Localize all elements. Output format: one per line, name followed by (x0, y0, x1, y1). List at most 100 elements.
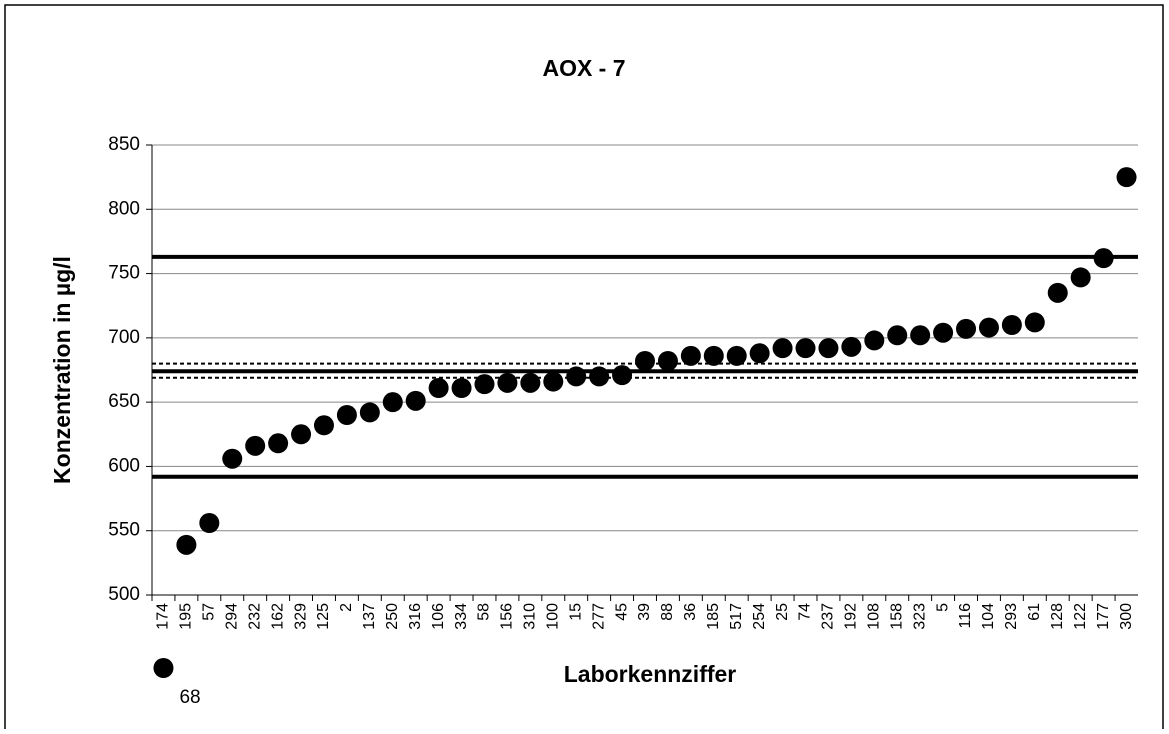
x-tick-label: 192 (843, 603, 860, 630)
x-tick-label: 174 (155, 603, 172, 630)
point (336, 405, 357, 425)
x-tick-label: 294 (223, 603, 240, 630)
point (313, 415, 334, 436)
x-tick-label: 323 (911, 603, 928, 630)
x-tick-label: 254 (751, 603, 768, 630)
x-tick-label: 74 (797, 603, 814, 621)
y-tick-label: 500 (108, 584, 140, 605)
point (910, 325, 931, 346)
x-tick-label: 293 (1003, 603, 1020, 630)
point (635, 351, 655, 371)
point (268, 433, 289, 454)
point (795, 338, 816, 359)
x-tick-label: 106 (430, 603, 447, 630)
x-tick-label: 250 (384, 603, 401, 630)
point (474, 374, 495, 395)
x-tick-label: 125 (315, 603, 332, 630)
point (1070, 267, 1091, 288)
point (1024, 312, 1045, 333)
x-tick-label: 2 (338, 603, 355, 612)
x-tick-label: 316 (407, 603, 424, 630)
x-tick-label: 185 (705, 603, 722, 630)
point (726, 345, 747, 366)
x-tick-label: 334 (453, 603, 470, 630)
y-tick-label: 750 (108, 263, 140, 284)
point (497, 372, 518, 393)
x-tick-label: 57 (201, 603, 218, 621)
point (245, 435, 266, 456)
x-tick-label: 108 (866, 603, 883, 630)
point (543, 371, 564, 392)
point (405, 390, 426, 411)
point (864, 330, 885, 351)
y-tick-label: 850 (108, 134, 140, 155)
point (176, 534, 197, 555)
x-tick-label: 329 (292, 603, 309, 630)
chart-title: AOX - 7 (542, 55, 625, 81)
y-tick-label: 550 (108, 520, 140, 541)
point (1047, 282, 1068, 303)
point (566, 366, 587, 387)
point (887, 325, 908, 346)
point (291, 424, 312, 445)
point (1116, 167, 1137, 188)
point (222, 448, 243, 469)
point (657, 351, 678, 371)
point (199, 513, 220, 533)
point (428, 378, 449, 398)
y-tick-label: 650 (108, 391, 140, 412)
y-axis-label: Konzentration in µg/l (49, 256, 75, 484)
x-tick-label: 300 (1118, 603, 1135, 630)
x-tick-label: 5 (934, 603, 951, 612)
x-tick-label: 25 (774, 603, 791, 621)
point (1001, 315, 1022, 335)
x-tick-label: 88 (659, 603, 676, 621)
x-tick-label: 61 (1026, 603, 1043, 621)
point (978, 317, 999, 338)
x-tick-label: 122 (1072, 603, 1089, 630)
point (451, 378, 472, 398)
point (382, 392, 403, 413)
point (956, 318, 977, 339)
x-tick-label: 104 (980, 603, 997, 630)
out-of-range-point (153, 658, 174, 678)
x-tick-label: 45 (613, 603, 630, 621)
y-tick-label: 700 (108, 327, 140, 348)
point (841, 336, 862, 357)
point (749, 343, 770, 364)
x-tick-label: 128 (1049, 603, 1066, 630)
x-tick-label: 100 (544, 603, 561, 630)
point (933, 322, 954, 343)
x-tick-label: 156 (499, 603, 516, 630)
y-tick-label: 600 (108, 455, 140, 476)
x-tick-label: 116 (957, 603, 974, 629)
point (1093, 248, 1114, 269)
x-axis-label: Laborkennziffer (564, 661, 737, 687)
x-tick-label: 39 (636, 603, 653, 621)
x-tick-label: 58 (476, 603, 493, 621)
point (589, 366, 610, 387)
point (359, 402, 380, 423)
x-tick-label: 517 (728, 603, 745, 630)
x-tick-label: 195 (178, 603, 195, 630)
point (703, 345, 724, 366)
x-tick-label: 237 (820, 603, 837, 630)
x-tick-label: 277 (590, 603, 607, 630)
x-tick-label: 15 (567, 603, 584, 621)
point (772, 338, 793, 359)
x-tick-label: 177 (1095, 603, 1112, 630)
y-tick-label: 800 (108, 198, 140, 219)
x-tick-label: 137 (361, 603, 378, 630)
x-tick-label: 232 (246, 603, 263, 630)
x-tick-label: 158 (888, 603, 905, 630)
x-tick-label: 310 (522, 603, 539, 630)
point (612, 365, 633, 386)
point (680, 345, 701, 366)
x-tick-label: 36 (682, 603, 699, 621)
point (818, 338, 839, 359)
value-label: 68 (179, 687, 200, 708)
point (520, 372, 541, 393)
x-tick-label: 162 (269, 603, 286, 630)
